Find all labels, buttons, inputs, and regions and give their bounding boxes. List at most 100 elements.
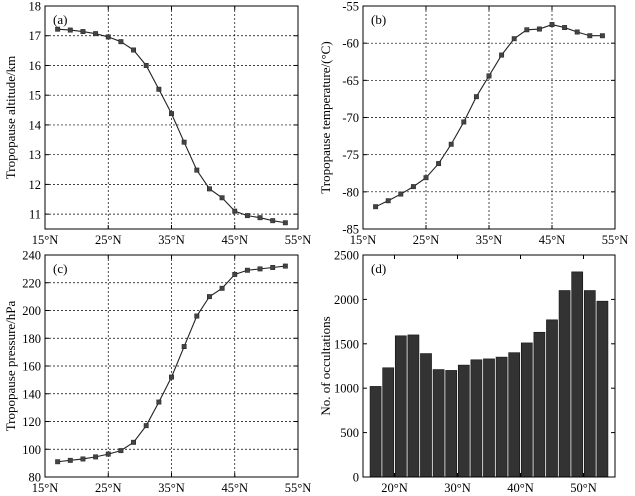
data-point [131, 47, 137, 53]
data-point [207, 186, 212, 192]
data-point [143, 423, 149, 429]
y-tick-label: 15 [29, 89, 42, 103]
y-axis-label: No. of occultations [318, 316, 333, 415]
bar [369, 386, 382, 478]
y-tick-label: 18 [29, 0, 42, 14]
data-point [549, 22, 555, 28]
bar [457, 364, 470, 478]
data-point [448, 141, 454, 147]
data-point [410, 184, 416, 190]
y-axis-label: Tropopause altitude/km [3, 56, 18, 179]
y-tick-label: -85 [342, 223, 359, 237]
y-tick-label: 100 [22, 443, 41, 457]
bar [596, 300, 609, 478]
y-tick-label: 17 [29, 29, 42, 43]
x-tick-label: 15°N [32, 233, 59, 247]
x-tick-label: 20°N [381, 481, 408, 495]
bar [470, 359, 483, 478]
panel-a: 15°N 25°N 35°N 45°N 55°N 11 12 13 14 15 16 17 18 (a) T… [3, 0, 311, 247]
data-point [143, 63, 149, 68]
y-tick-label: 12 [29, 178, 42, 192]
bar [382, 367, 395, 478]
panel-d: 20°N 30°N 40°N 50°N 0 500 1000 1500 2000 2500 (d) N… [318, 249, 616, 495]
y-tick-label: -55 [342, 0, 359, 14]
x-tick-label: 35°N [476, 233, 503, 247]
y-tick-label: -65 [342, 74, 359, 88]
bar [394, 335, 407, 478]
data-point [93, 31, 99, 37]
x-tick-label: 25°N [95, 481, 122, 495]
data-point [499, 52, 505, 58]
bar [495, 356, 508, 478]
x-tick-label: 45°N [221, 233, 248, 247]
data-point [181, 344, 187, 350]
x-tick-label: 40°N [507, 481, 534, 495]
data-point [385, 198, 391, 204]
data-point [270, 265, 276, 270]
y-tick-label: 120 [22, 415, 41, 429]
x-tick-label: 25°N [413, 233, 440, 247]
panel-label: (b) [371, 12, 386, 27]
bar [546, 319, 558, 478]
y-tick-label: 180 [22, 332, 41, 346]
data-point [486, 73, 492, 79]
y-axis-label: Tropopause pressure/hPa [3, 300, 18, 431]
data-point [373, 204, 379, 210]
y-tick-label: 11 [29, 208, 41, 222]
y-tick-label: 500 [340, 426, 359, 440]
data-point [599, 33, 605, 39]
x-tick-label: 55°N [285, 481, 312, 495]
y-tick-label: 240 [22, 249, 41, 263]
data-point [282, 263, 288, 269]
data-point [398, 191, 404, 197]
x-tick-label: 35°N [158, 233, 185, 247]
data-point [80, 456, 86, 462]
data-point [244, 213, 250, 219]
y-tick-label: 220 [22, 276, 41, 290]
data-point [105, 34, 111, 40]
data-point [169, 374, 174, 380]
bar [571, 271, 584, 478]
y-tick-label: 160 [22, 360, 41, 374]
y-tick-label: 80 [29, 471, 42, 485]
data-point [257, 215, 263, 221]
data-point [574, 29, 580, 35]
bar [558, 290, 571, 478]
y-tick-label: 16 [29, 59, 42, 73]
x-tick-label: 45°N [539, 233, 566, 247]
y-tick-label: -75 [342, 148, 359, 162]
data-point [436, 161, 442, 167]
data-point [562, 25, 568, 31]
data-point [511, 36, 517, 42]
plot-frame [362, 254, 616, 478]
data-point [423, 175, 429, 181]
data-point [181, 139, 187, 145]
x-tick-label: 15°N [350, 233, 377, 247]
y-tick-label: 1000 [334, 382, 359, 396]
data-point [194, 167, 200, 173]
bar [520, 342, 533, 478]
panel-label: (a) [53, 12, 67, 27]
data-point [55, 459, 61, 465]
data-point [55, 26, 61, 32]
data-point [270, 218, 276, 224]
x-tick-label: 25°N [95, 233, 122, 247]
x-tick-label: 15°N [32, 481, 59, 495]
bar [420, 353, 432, 478]
y-tick-label: 200 [22, 304, 41, 318]
x-tick-label: 55°N [602, 233, 629, 247]
bar [445, 370, 458, 478]
data-point [93, 454, 99, 460]
bar [533, 331, 546, 478]
bar [508, 352, 521, 478]
y-tick-label: -60 [342, 37, 359, 51]
data-point [473, 94, 479, 100]
y-tick-label: -80 [342, 185, 359, 199]
panel-c: 15°N 25°N 35°N 45°N 55°N 80 100 120 140 160 180 200… [3, 249, 311, 496]
y-tick-label: 1500 [334, 337, 359, 351]
bar [583, 290, 596, 478]
data-point [257, 266, 263, 272]
data-point [67, 27, 73, 33]
data-point [461, 119, 467, 125]
